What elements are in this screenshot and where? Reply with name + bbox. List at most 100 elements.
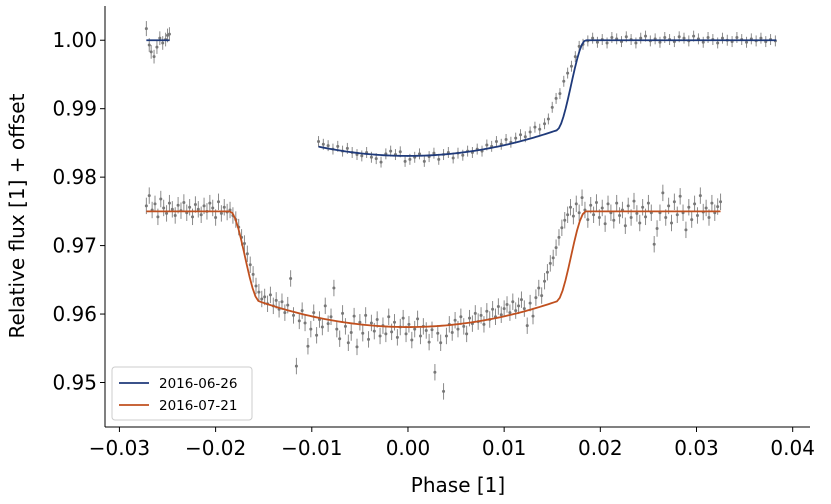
data-point bbox=[663, 32, 667, 43]
data-point bbox=[675, 206, 679, 224]
point-marker bbox=[242, 242, 246, 246]
data-point bbox=[144, 21, 148, 37]
data-point bbox=[558, 88, 562, 100]
data-point bbox=[355, 338, 359, 356]
point-marker bbox=[658, 40, 662, 44]
data-point bbox=[693, 195, 697, 213]
point-marker bbox=[158, 36, 162, 40]
point-marker bbox=[182, 200, 186, 204]
point-marker bbox=[574, 202, 578, 206]
point-marker bbox=[439, 341, 443, 345]
point-marker bbox=[533, 125, 537, 129]
point-marker bbox=[432, 151, 436, 155]
point-marker bbox=[303, 321, 307, 325]
point-marker bbox=[364, 313, 368, 317]
point-marker bbox=[280, 300, 284, 304]
data-point bbox=[490, 140, 494, 152]
point-marker bbox=[430, 328, 434, 332]
data-point bbox=[432, 147, 436, 159]
point-marker bbox=[664, 216, 668, 220]
point-marker bbox=[505, 302, 509, 306]
x-ticks: −0.03 −0.02 −0.01 0.00 0.01 0.02 0.03 0.04 bbox=[89, 427, 815, 460]
point-marker bbox=[546, 117, 550, 121]
point-marker bbox=[531, 314, 535, 318]
data-point bbox=[165, 205, 169, 222]
data-point bbox=[401, 309, 405, 327]
data-point bbox=[710, 194, 714, 212]
point-marker bbox=[315, 333, 319, 337]
point-marker bbox=[343, 324, 347, 328]
point-marker bbox=[208, 201, 212, 205]
data-point bbox=[719, 193, 723, 210]
data-point bbox=[619, 36, 623, 48]
data-point bbox=[306, 338, 310, 355]
data-point bbox=[379, 156, 383, 168]
data-point bbox=[615, 194, 619, 212]
data-point bbox=[450, 324, 454, 341]
point-marker bbox=[361, 331, 365, 335]
data-point bbox=[150, 201, 154, 219]
point-marker bbox=[563, 218, 567, 222]
data-point bbox=[551, 249, 555, 267]
point-marker bbox=[461, 153, 465, 157]
data-point bbox=[528, 294, 532, 312]
axes: −0.03 −0.02 −0.01 0.00 0.01 0.02 0.03 0.04 0.95… bbox=[52, 6, 815, 460]
point-marker bbox=[693, 202, 697, 206]
point-marker bbox=[147, 194, 151, 198]
data-point bbox=[580, 189, 584, 206]
y-axis-title: Relative flux [1] + offset bbox=[5, 93, 29, 338]
data-point bbox=[672, 36, 676, 48]
data-point bbox=[634, 37, 638, 49]
point-marker bbox=[606, 202, 610, 206]
data-point bbox=[323, 297, 327, 315]
model-curve-series-1 bbox=[318, 39, 777, 157]
point-marker bbox=[543, 279, 547, 283]
point-marker bbox=[374, 157, 378, 161]
data-point bbox=[367, 331, 371, 348]
data-point bbox=[745, 36, 749, 48]
point-marker bbox=[560, 226, 564, 230]
data-point bbox=[158, 31, 162, 46]
data-point bbox=[681, 204, 685, 221]
data-point bbox=[346, 334, 350, 352]
data-point bbox=[639, 32, 643, 44]
data-point bbox=[557, 229, 561, 246]
data-point bbox=[352, 307, 356, 325]
point-marker bbox=[569, 205, 573, 209]
point-marker bbox=[444, 334, 448, 338]
data-point bbox=[678, 188, 682, 205]
point-marker bbox=[554, 96, 558, 100]
data-point bbox=[407, 316, 411, 333]
data-point bbox=[538, 123, 542, 135]
data-point bbox=[436, 325, 440, 342]
data-point bbox=[416, 310, 420, 328]
data-point bbox=[623, 217, 627, 234]
data-point bbox=[704, 199, 708, 217]
data-point bbox=[698, 187, 702, 204]
point-marker bbox=[188, 205, 192, 209]
data-point bbox=[167, 27, 171, 41]
data-point bbox=[332, 279, 336, 297]
point-marker bbox=[692, 34, 696, 38]
data-point bbox=[378, 327, 382, 345]
point-marker bbox=[294, 364, 298, 368]
point-marker bbox=[309, 327, 313, 331]
data-point bbox=[292, 307, 296, 324]
data-point bbox=[161, 36, 165, 50]
model-curve-series-2 bbox=[146, 210, 721, 328]
point-marker bbox=[349, 331, 353, 335]
point-marker bbox=[502, 307, 506, 311]
point-marker bbox=[663, 35, 667, 39]
data-point bbox=[540, 287, 544, 304]
point-marker bbox=[352, 314, 356, 318]
point-marker bbox=[577, 211, 581, 215]
point-marker bbox=[202, 204, 206, 208]
data-point bbox=[341, 305, 345, 322]
data-point bbox=[167, 194, 171, 212]
data-point bbox=[384, 325, 388, 343]
point-marker bbox=[427, 340, 431, 344]
data-point bbox=[355, 149, 359, 161]
data-point bbox=[670, 214, 674, 232]
point-marker bbox=[433, 370, 437, 374]
point-marker bbox=[494, 140, 498, 144]
